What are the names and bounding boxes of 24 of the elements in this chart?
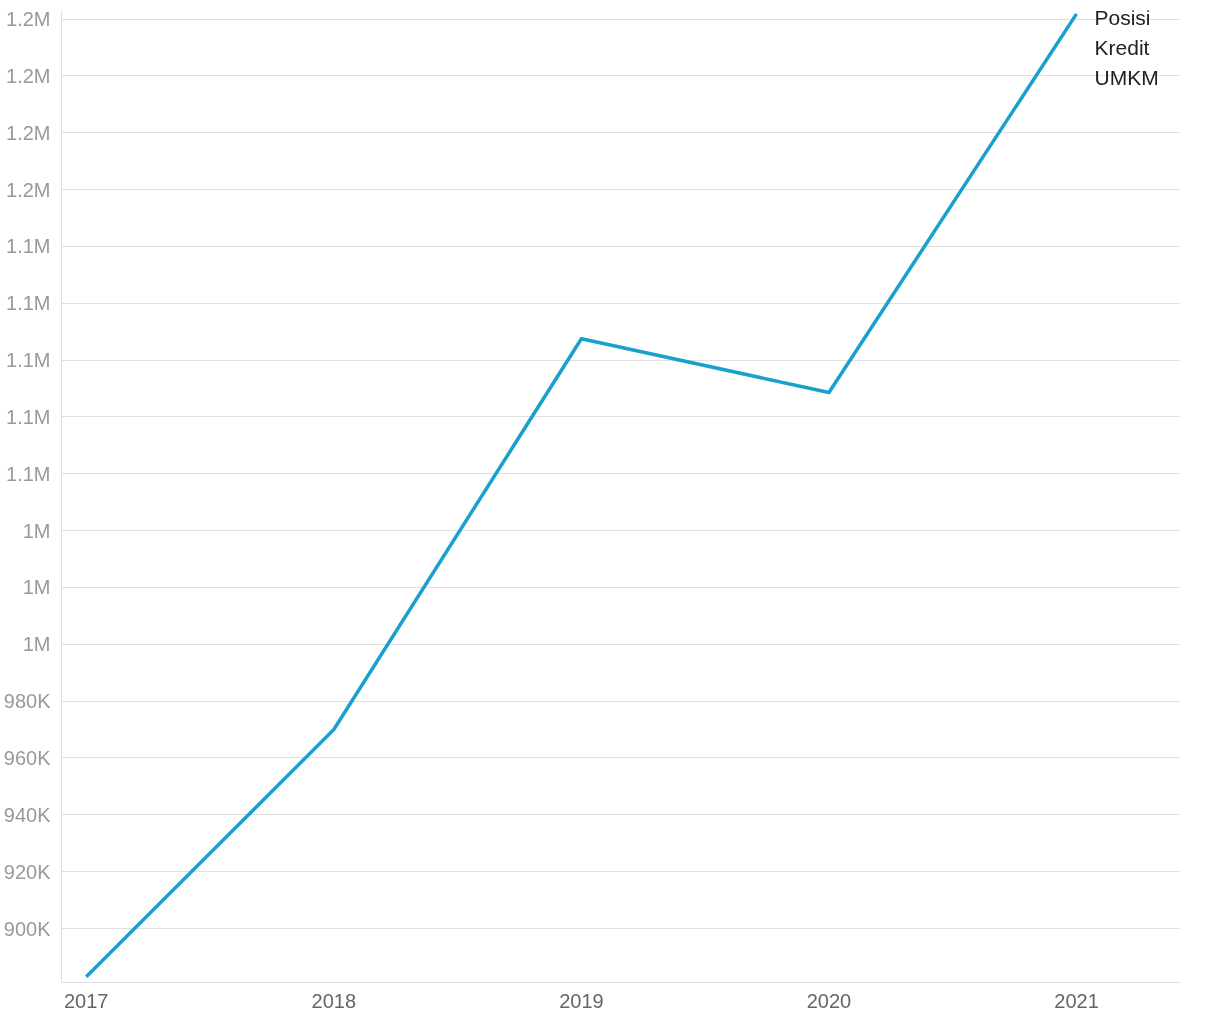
series-label: Posisi Kredit UMKM <box>1094 5 1159 89</box>
x-tick-label: 2018 <box>311 989 357 1012</box>
y-tick-label: 1.1M <box>6 235 51 258</box>
y-tick-label: 1.2M <box>6 178 51 201</box>
x-tick-label: 2019 <box>559 989 604 1012</box>
y-tick-label: 1.1M <box>6 405 51 428</box>
y-tick-label: 1M <box>22 519 51 542</box>
y-tick-label: 980K <box>3 690 52 713</box>
y-tick-label: 1M <box>22 633 51 656</box>
x-tick-label: 2017 <box>64 989 109 1012</box>
y-tick-label: 1.1M <box>6 349 51 372</box>
y-tick-label: 940K <box>3 803 52 826</box>
y-tick-label: 920K <box>3 860 52 883</box>
y-tick-label: 900K <box>3 917 52 940</box>
y-tick-label: 1.2M <box>6 8 51 31</box>
x-tick-label: 2020 <box>806 989 852 1012</box>
y-tick-label: 1.1M <box>6 462 51 485</box>
y-tick-label: 1.1M <box>6 292 51 315</box>
x-tick-label: 2021 <box>1054 989 1099 1012</box>
y-tick-label: 1.2M <box>6 121 51 144</box>
line-series <box>84 12 1079 979</box>
y-tick-label: 960K <box>3 746 52 769</box>
y-tick-label: 1.2M <box>6 64 51 87</box>
y-tick-label: 1M <box>22 576 51 599</box>
